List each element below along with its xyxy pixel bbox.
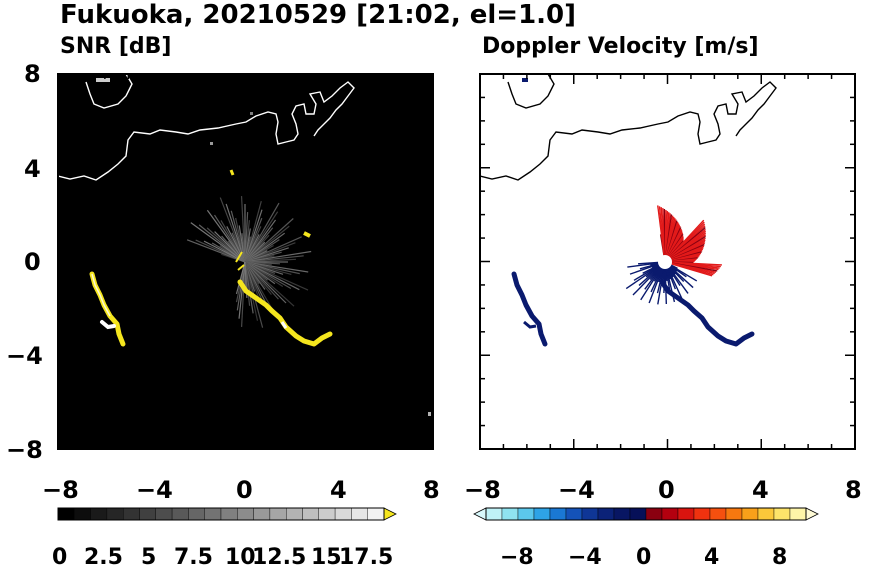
- doppler-xtick-label: 0: [658, 476, 675, 504]
- colorbar-bin: [351, 507, 368, 521]
- snr-ytick-label: −4: [6, 342, 43, 370]
- colorbar-bin: [725, 507, 743, 521]
- snr-echo-west: [89, 271, 126, 347]
- colorbar-bin: [367, 507, 385, 521]
- snr-colorbar-label: 17.5: [339, 545, 394, 570]
- colorbar-bin: [501, 507, 519, 521]
- colorbar-bin: [90, 507, 108, 521]
- colorbar-bin: [334, 507, 352, 521]
- colorbar-frame: [485, 507, 807, 521]
- colorbar-bin: [709, 507, 727, 521]
- snr-ytick-label: 8: [24, 60, 41, 88]
- clutter-ray: [235, 261, 246, 295]
- figure-title: Fukuoka, 20210529 [21:02, el=1.0]: [60, 0, 577, 30]
- colorbar-frame: [57, 507, 385, 521]
- snr-xtick-label: 0: [236, 476, 253, 504]
- snr-ytick-label: −8: [6, 436, 43, 464]
- colorbar-bin: [302, 507, 319, 521]
- snr-coastline: [58, 74, 355, 181]
- snr-ytick-label: 4: [24, 155, 41, 183]
- snr-panel-title: SNR [dB]: [60, 34, 172, 59]
- doppler-xtick-label: 4: [752, 476, 769, 504]
- snr-colorbar: [57, 507, 397, 521]
- colorbar-bin: [220, 507, 238, 521]
- colorbar-bin: [565, 507, 583, 521]
- colorbar-bin: [677, 507, 695, 521]
- colorbar-bin: [286, 507, 303, 521]
- colorbar-bin: [645, 507, 663, 521]
- colorbar-bin: [155, 507, 173, 521]
- clutter-ray: [219, 197, 246, 263]
- doppler-field: [480, 74, 777, 347]
- colorbar-bin: [789, 507, 807, 521]
- colorbar-bin: [517, 507, 535, 521]
- snr-colorbar-label: 12.5: [252, 545, 307, 570]
- snr-xtick-label: 8: [423, 476, 440, 504]
- clutter-ray: [244, 261, 309, 291]
- colorbar-bin: [253, 507, 271, 521]
- colorbar-bin: [693, 507, 711, 521]
- colorbar-bin: [204, 507, 222, 521]
- colorbar-extend-low: [473, 507, 487, 521]
- colorbar-extend-high: [805, 507, 819, 521]
- colorbar-bin: [773, 507, 791, 521]
- colorbar-bin: [122, 507, 140, 521]
- colorbar-bin: [549, 507, 567, 521]
- doppler-echo-southeast: [522, 78, 755, 347]
- colorbar-bin: [613, 507, 631, 521]
- snr-colorbar-label: 5: [141, 545, 157, 570]
- colorbar-bin: [74, 507, 91, 521]
- snr-echo-southeast: [229, 169, 333, 347]
- snr-xtick-label: 4: [330, 476, 347, 504]
- doppler-xtick-label: 8: [845, 476, 862, 504]
- doppler-colorbar-label: −4: [568, 545, 602, 570]
- snr-colorbar-label: 15: [311, 545, 342, 570]
- snr-colorbar-label: 10: [225, 545, 256, 570]
- colorbar-bin: [581, 507, 599, 521]
- colorbar-bin: [188, 507, 205, 521]
- colorbar-bin: [139, 507, 156, 521]
- snr-xtick-label: −8: [42, 476, 79, 504]
- colorbar-bin: [269, 507, 287, 521]
- snr-colorbar-label: 2.5: [84, 545, 123, 570]
- colorbar-bin: [757, 507, 775, 521]
- doppler-colorbar-label: 0: [636, 545, 652, 570]
- doppler-panel-title: Doppler Velocity [m/s]: [482, 34, 759, 59]
- snr-clutter-rays: [186, 196, 312, 328]
- colorbar-bin: [106, 507, 124, 521]
- doppler-xtick-label: −4: [558, 476, 595, 504]
- snr-field: [58, 74, 431, 416]
- colorbar-bin: [741, 507, 759, 521]
- doppler-colorbar-label: −8: [500, 545, 534, 570]
- doppler-ray-receding: [664, 261, 713, 277]
- colorbar-bin: [237, 507, 254, 521]
- axis-ticks: [57, 73, 856, 450]
- colorbar-bin: [533, 507, 551, 521]
- doppler-colorbar-label: 4: [704, 545, 720, 570]
- colorbar-bin: [485, 507, 503, 521]
- snr-xtick-label: −4: [136, 476, 173, 504]
- radar-site: [658, 255, 672, 269]
- colorbar-bin: [629, 507, 647, 521]
- colorbar-bin: [318, 507, 336, 521]
- colorbar-bin: [171, 507, 189, 521]
- snr-colorbar-label: 0: [52, 545, 68, 570]
- doppler-colorbar: [473, 507, 819, 521]
- colorbar-bin: [57, 507, 75, 521]
- doppler-xtick-label: −8: [464, 476, 501, 504]
- colorbar-bin: [661, 507, 679, 521]
- doppler-colorbar-label: 8: [772, 545, 788, 570]
- snr-colorbar-label: 7.5: [174, 545, 213, 570]
- snr-speckles: [96, 78, 431, 416]
- doppler-coastline: [480, 74, 777, 181]
- doppler-echo-west: [511, 271, 548, 347]
- colorbar-extend-high: [383, 507, 397, 521]
- snr-ytick-label: 0: [24, 248, 41, 276]
- colorbar-bin: [597, 507, 615, 521]
